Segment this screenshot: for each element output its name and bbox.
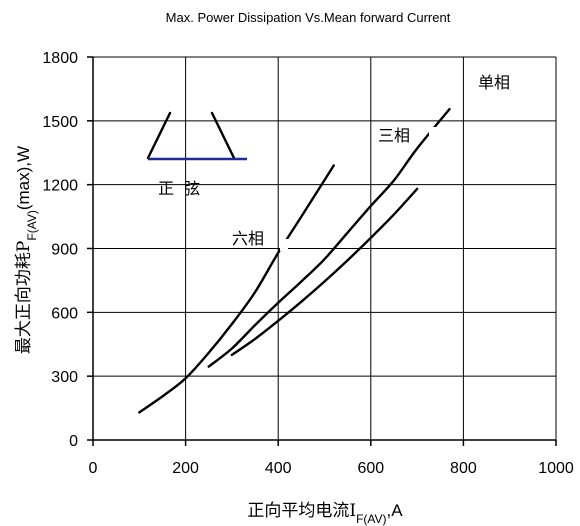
y-tick-label-600: 600	[51, 305, 78, 322]
x-axis-label-suffix: ,A	[387, 501, 404, 520]
y-tick-label-0: 0	[69, 433, 78, 450]
y-axis-label-suffix: (max),W	[14, 146, 33, 210]
x-tick-label-200: 200	[172, 460, 199, 477]
gap-six-phase	[280, 239, 288, 251]
plot-axes	[87, 56, 557, 446]
gap-three-phase	[429, 127, 437, 139]
chart-title: Max. Power Dissipation Vs.Mean forward C…	[166, 10, 451, 25]
y-tick-label-1200: 1200	[42, 178, 78, 195]
y-axis-label-sub: F(AV)	[25, 210, 39, 240]
series-label-three-phase: 三相	[378, 126, 410, 145]
sine-waveform-icon	[146, 111, 247, 161]
data-series	[138, 107, 451, 414]
inset-label: 正 弦	[158, 179, 200, 198]
series-line-three-phase	[207, 107, 451, 368]
x-axis-label: 正向平均电流IF(AV),A	[247, 501, 403, 526]
y-axis-label: 最大正向功耗PF(AV)(max),W	[14, 146, 39, 354]
plot-grid	[93, 56, 557, 440]
x-tick-label-600: 600	[357, 460, 384, 477]
x-axis-label-prefix: 正向平均电流I	[247, 501, 356, 521]
series-label-single-phase: 单相	[478, 73, 510, 92]
label-gaps	[280, 127, 437, 251]
series-line-single-phase	[230, 187, 419, 357]
y-tick-label-1500: 1500	[42, 114, 78, 131]
x-tick-label-0: 0	[89, 460, 98, 477]
x-axis-label-sub: F(AV)	[356, 512, 386, 526]
series-line-six-phase	[138, 164, 335, 414]
x-tick-label-400: 400	[265, 460, 292, 477]
x-tick-label-800: 800	[450, 460, 477, 477]
x-tick-label-1000: 1000	[538, 460, 574, 477]
inset-rising-edge	[146, 111, 172, 160]
y-tick-labels: 0 300 600 900 1200 1500 1800	[42, 50, 78, 450]
x-tick-labels: 0 200 400 600 800 1000	[89, 460, 574, 477]
series-label-six-phase: 六相	[232, 229, 264, 248]
y-tick-label-300: 300	[51, 369, 78, 386]
y-axis-label-prefix: 最大正向功耗P	[14, 241, 34, 354]
y-tick-label-900: 900	[51, 242, 78, 259]
y-tick-label-1800: 1800	[42, 50, 78, 67]
inset-falling-edge	[210, 111, 236, 160]
